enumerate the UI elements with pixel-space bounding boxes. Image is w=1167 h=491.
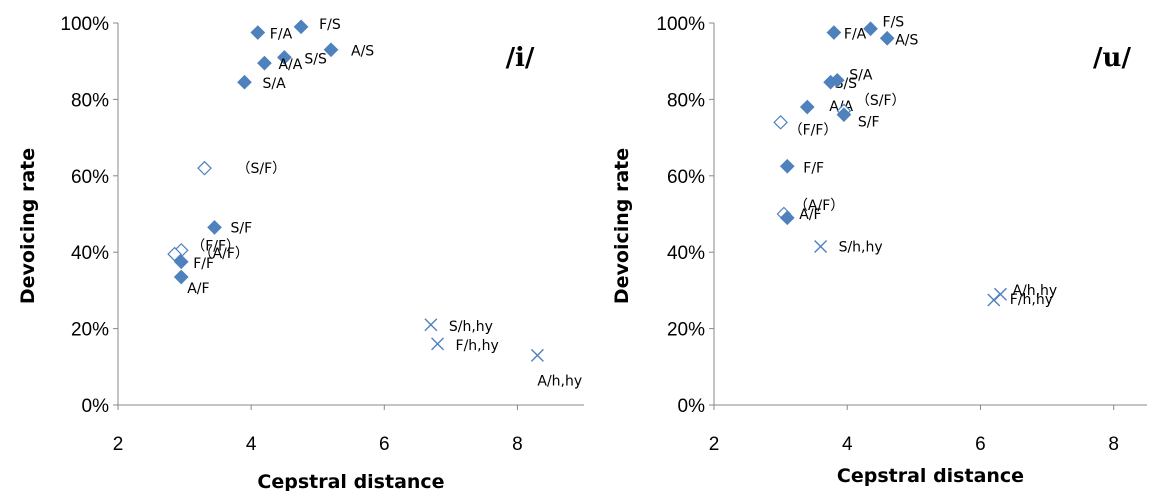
data-point-label: F/h,hy: [456, 338, 499, 354]
data-point-label: S/S: [304, 51, 327, 67]
data-point-filled-diamond: [277, 50, 292, 65]
data-point-filled-diamond: [829, 72, 845, 88]
y-tick-label: 20%: [667, 320, 705, 341]
y-tick-label: 80%: [667, 90, 705, 111]
data-point-filled-diamond: [799, 99, 815, 115]
data-point-open-diamond: [773, 114, 788, 130]
data-point-label: F/A: [270, 27, 293, 43]
data-point-x-marker: [431, 337, 445, 351]
data-point-label: （A/F）: [199, 246, 249, 262]
x-tick-label: 4: [842, 434, 853, 455]
data-point-filled-diamond: [237, 74, 252, 90]
data-point-label: S/A: [262, 76, 286, 92]
x-axis-label: Cepstral distance: [837, 465, 1024, 487]
data-point-label: （S/F）: [237, 161, 287, 177]
panel-title: /i/: [506, 43, 535, 73]
y-tick-label: 0%: [82, 396, 110, 417]
data-point-label: （S/F）: [856, 93, 906, 109]
data-point-label: F/A: [844, 27, 867, 43]
data-point-label: （A/F）: [794, 198, 844, 214]
data-point-x-marker: [530, 348, 544, 362]
data-point-filled-diamond: [879, 30, 895, 46]
data-point-open-diamond: [167, 246, 182, 262]
y-tick-label: 20%: [71, 320, 109, 341]
data-point-x-marker: [987, 293, 1001, 307]
x-tick-label: 8: [512, 434, 523, 455]
data-point-label: S/h,hy: [449, 319, 493, 335]
data-point-x-marker: [814, 239, 828, 253]
data-point-label: A/A: [278, 57, 302, 73]
data-point-filled-diamond: [207, 220, 222, 235]
data-point-filled-diamond: [173, 254, 189, 270]
data-point-label: F/F: [803, 160, 824, 176]
y-tick-label: 100%: [60, 14, 109, 35]
x-tick-label: 6: [975, 434, 986, 455]
data-point-filled-diamond: [323, 42, 339, 58]
data-point-label: F/h,hy: [1010, 292, 1053, 308]
x-tick-label: 6: [379, 434, 390, 455]
data-point-label: A/S: [351, 44, 374, 60]
data-point-label: F/S: [319, 17, 341, 33]
data-point-filled-diamond: [293, 19, 309, 35]
data-point-label: S/A: [849, 67, 873, 83]
data-point-label: F/S: [883, 15, 905, 31]
data-point-label: A/h,hy: [1012, 283, 1057, 299]
data-point-filled-diamond: [779, 158, 795, 174]
x-tick-label: 8: [1108, 434, 1119, 455]
data-point-filled-diamond: [173, 269, 189, 285]
x-tick-label: 2: [709, 434, 720, 455]
y-tick-label: 60%: [667, 167, 705, 188]
y-tick-label: 100%: [656, 14, 705, 35]
data-point-label: （F/F）: [191, 238, 240, 254]
y-tick-label: 40%: [71, 243, 109, 264]
data-point-filled-diamond: [863, 21, 878, 37]
data-point-filled-diamond: [826, 25, 842, 40]
y-tick-label: 0%: [678, 396, 706, 417]
y-tick-label: 40%: [667, 243, 705, 264]
y-tick-label: 80%: [71, 90, 109, 111]
data-point-x-marker: [424, 318, 438, 332]
x-axis-label: Cepstral distance: [257, 471, 444, 491]
x-tick-label: 4: [246, 434, 257, 455]
data-point-open-diamond: [197, 160, 212, 176]
data-point-label: A/F: [187, 281, 209, 297]
data-point-label: S/h,hy: [839, 239, 883, 255]
data-point-label: A/S: [895, 32, 918, 48]
data-point-label: A/h,hy: [537, 373, 582, 389]
panel-title: /u/: [1093, 43, 1131, 73]
data-point-label: A/F: [799, 207, 821, 223]
data-point-label: （F/F）: [789, 122, 838, 138]
data-point-label: F/F: [193, 256, 214, 272]
y-tick-label: 60%: [71, 167, 109, 188]
data-point-filled-diamond: [779, 210, 795, 226]
data-point-label: S/F: [858, 115, 880, 131]
data-point-label: S/F: [231, 220, 253, 236]
y-axis-label: Devoicing rate: [17, 148, 39, 304]
x-tick-label: 2: [113, 434, 124, 455]
data-point-filled-diamond: [257, 55, 272, 71]
y-axis-label: Devoicing rate: [611, 148, 633, 304]
data-point-filled-diamond: [836, 107, 852, 123]
data-point-filled-diamond: [250, 25, 266, 40]
